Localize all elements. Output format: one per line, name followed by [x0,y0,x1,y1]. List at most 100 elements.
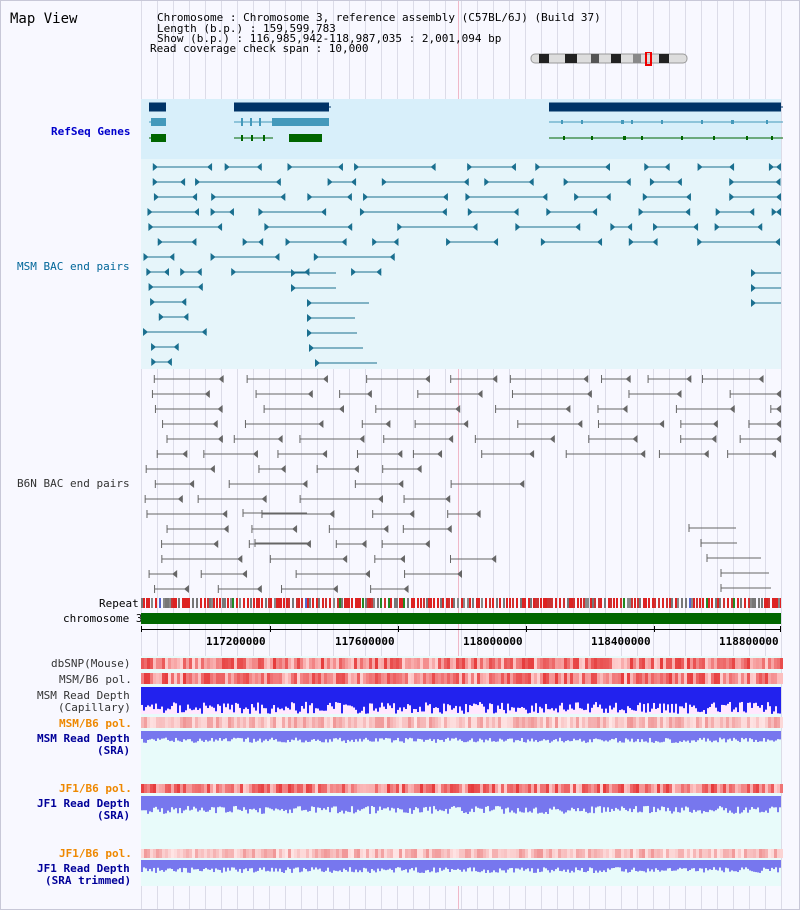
depth-bar [193,860,195,870]
depth-bar [701,796,703,814]
repeat-block [610,598,612,608]
depth-bar [455,796,457,808]
heat-cell [489,849,492,858]
heat-cell [534,849,537,858]
depth-bar [173,731,175,742]
depth-bar [649,687,651,712]
depth-bar [763,860,765,868]
bac-end-marker [353,465,359,473]
heat-cell [531,717,534,728]
heat-cell [462,717,465,728]
depth-bar [287,796,289,814]
heat-cell [756,717,759,728]
depth-bar [239,687,241,708]
depth-bar [635,796,637,807]
heat-cell [156,849,159,858]
depth-bar [685,731,687,742]
depth-bar [699,687,701,713]
depth-bar [395,860,397,869]
repeat-block [348,598,350,608]
depth-bar [247,860,249,872]
depth-bar [517,731,519,741]
depth-bar [571,860,573,871]
track-label-b6n-bac[interactable]: B6N BAC end pairs [17,477,130,490]
depth-bar [555,731,557,740]
depth-bar [757,731,759,743]
heat-cell [510,784,513,793]
chromosome-bar[interactable] [141,613,781,624]
depth-bar [527,796,529,813]
depth-bar [207,687,209,709]
heat-cell [225,849,228,858]
depth-bar [353,731,355,742]
depth-bar [631,687,633,710]
repeat-block [645,598,647,608]
depth-bar [641,731,643,740]
bac-end-marker [224,163,230,171]
heat-cell [345,849,348,858]
track-label-msm-bac[interactable]: MSM BAC end pairs [17,260,130,273]
heat-cell [768,658,771,669]
depth-bar [345,796,347,811]
depth-bar [375,860,377,873]
depth-bar [461,731,463,741]
heat-cell [738,717,741,728]
heat-cell [141,784,144,793]
heat-cell [492,849,495,858]
heat-cell [774,717,777,728]
heat-cell [381,717,384,728]
heat-cell [246,673,249,684]
chromosome-ideogram[interactable] [529,52,691,66]
depth-bar [597,796,599,807]
depth-bar [285,796,287,810]
bac-end-marker [315,359,320,367]
depth-bar [513,796,515,813]
depth-bar [607,860,609,869]
heat-cell [756,673,759,684]
heat-cell [192,717,195,728]
track-label-refseq[interactable]: RefSeq Genes [51,125,131,138]
depth-bar [211,687,213,707]
depth-bar [743,731,745,740]
heat-cell [456,849,459,858]
msm-bac-track-bg [141,159,781,369]
depth-bar [753,731,755,742]
depth-bar [141,687,143,705]
bac-end-marker [776,435,781,443]
heat-cell [636,673,639,684]
repeat-block [481,598,483,608]
depth-bar [597,731,599,740]
depth-bar [187,860,189,873]
gene-exon [234,102,329,112]
bac-end-marker [771,450,777,458]
depth-bar [429,687,431,705]
heat-cell [537,673,540,684]
heat-cell [462,658,465,669]
heat-cell [348,717,351,728]
depth-bar [619,687,621,711]
repeat-block [346,598,348,608]
heat-cell [690,849,693,858]
heat-cell [501,717,504,728]
repeat-block [200,598,202,608]
depth-bar [439,796,441,810]
heat-cell [390,658,393,669]
heat-cell [147,849,150,858]
depth-bar [671,860,673,871]
repeat-track[interactable] [141,598,781,608]
depth-bar [761,687,763,705]
repeat-block [691,598,693,608]
depth-bar [349,796,351,813]
depth-bar [347,731,349,740]
repeat-block [192,598,194,608]
depth-bar [355,731,357,740]
heat-cell [570,849,573,858]
bac-end-marker [714,223,720,231]
heat-cell [309,849,312,858]
bac-end-marker [685,208,691,216]
depth-bar [177,860,179,870]
